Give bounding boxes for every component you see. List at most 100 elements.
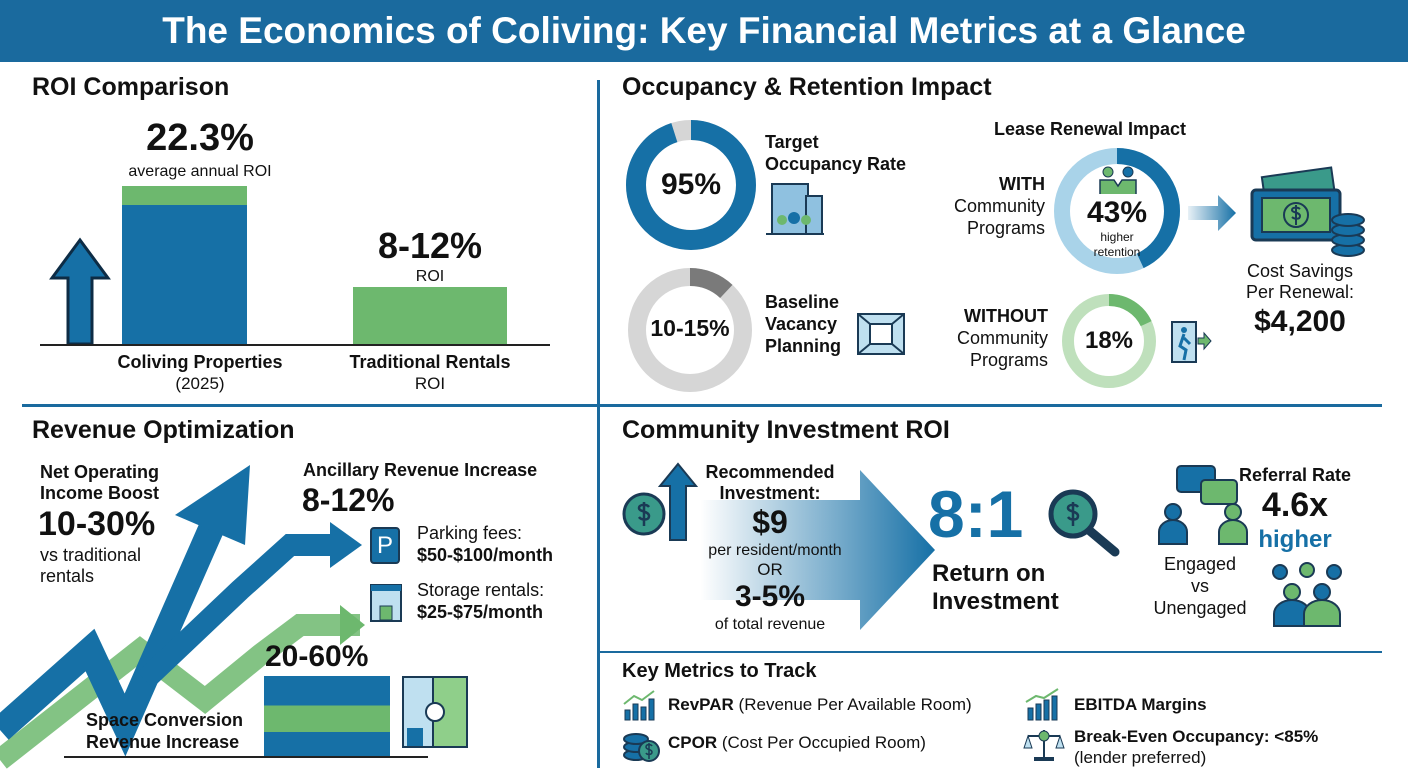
growth-arrows-graphic: [0, 465, 365, 769]
coliving-roi-value: 22.3%: [146, 117, 254, 159]
donut-value-arc: [626, 120, 756, 250]
metric-revpar-desc: (Revenue Per Available Room): [733, 695, 972, 714]
community-heading: Community Investment ROI: [622, 416, 950, 444]
group-people-icon: [1272, 562, 1342, 627]
referral-value: 4.6x: [1261, 486, 1329, 524]
investment-label1: Recommended: [705, 462, 835, 482]
without-value: 18%: [1084, 327, 1134, 354]
up-arrow-icon: [49, 237, 111, 346]
divider-left: [22, 404, 597, 407]
savings-value: $4,200: [1254, 305, 1346, 338]
investment-arrow-graphic: [700, 470, 935, 630]
investment-or: OR: [757, 560, 783, 579]
divider-vertical: [597, 80, 600, 768]
traditional-roi-sub: ROI: [415, 268, 445, 285]
engaged-people-icon: [1158, 465, 1248, 545]
coliving-label: Coliving Properties: [117, 352, 283, 372]
investment-sub: per resident/month: [708, 542, 842, 559]
coin-up-arrow-icon: [622, 462, 699, 541]
lease-renewal-heading: Lease Renewal Impact: [993, 119, 1187, 139]
empty-room-icon: [857, 313, 905, 355]
metric-breakeven-sub: (lender preferred): [1074, 748, 1207, 767]
unengaged-label: Unengaged: [1153, 598, 1247, 618]
money-stack-icon: [1250, 166, 1365, 257]
baseline-label3: Planning: [765, 336, 841, 356]
metrics-heading: Key Metrics to Track: [622, 660, 817, 682]
ratio-value: 8:1: [928, 477, 1024, 551]
engaged-label: Engaged: [1163, 554, 1237, 574]
with-sub2: retention: [1093, 245, 1141, 259]
right-arrow-icon: [1188, 195, 1236, 231]
referral-sub: higher: [1258, 526, 1332, 553]
coliving-roi-sub: average annual ROI: [128, 163, 272, 180]
metric-breakeven: Break-Even Occupancy: <85%: [1074, 727, 1319, 746]
without-community-donut: [1062, 294, 1156, 388]
without-label3: Programs: [969, 350, 1048, 370]
space-label2: Revenue Increase: [86, 732, 240, 752]
divider-right: [600, 404, 1382, 407]
divider-metrics: [600, 651, 1382, 653]
parking-icon: P: [370, 527, 400, 564]
metric-cpor-name: CPOR: [668, 733, 718, 752]
ratio-label2: Investment: [932, 588, 1059, 615]
noi-sub1: vs traditional: [40, 545, 142, 565]
investment-label2: Investment:: [719, 483, 821, 503]
exit-door-icon: [1171, 321, 1212, 363]
target-occupancy-donut: [626, 120, 756, 250]
traditional-label2: ROI: [414, 374, 446, 393]
ancillary-value: 8-12%: [302, 482, 395, 518]
metric-cpor: CPOR (Cost Per Occupied Room): [668, 733, 926, 753]
page-title: The Economics of Coliving: Key Financial…: [0, 0, 1408, 62]
investment-value: $9: [752, 504, 788, 540]
trend-chart-icon: [1025, 688, 1059, 721]
noi-value: 10-30%: [38, 505, 156, 543]
with-label3: Programs: [966, 218, 1045, 238]
traditional-label: Traditional Rentals: [349, 352, 511, 372]
savings-label1: Cost Savings: [1246, 261, 1354, 281]
metric-cpor-desc: (Cost Per Occupied Room): [717, 733, 926, 752]
investment-sub2: of total revenue: [714, 616, 826, 633]
storage-value: $25-$75/month: [417, 602, 544, 622]
bar-chart-icon: [623, 690, 655, 721]
occupancy-heading: Occupancy & Retention Impact: [622, 73, 992, 101]
savings-label2: Per Renewal:: [1245, 282, 1355, 302]
magnifier-dollar-icon: [1048, 489, 1120, 557]
metric-ebitda: EBITDA Margins: [1074, 695, 1207, 714]
building-people-icon: [766, 183, 824, 235]
without-label1: WITHOUT: [964, 306, 1048, 326]
floor-plan-icon: [402, 676, 468, 748]
coliving-roi-bar: [122, 186, 247, 344]
revenue-heading: Revenue Optimization: [32, 416, 295, 444]
baseline-vacancy-value: 10-15%: [650, 315, 730, 341]
vs-label: vs: [1191, 576, 1209, 596]
donut-value-arc: [1062, 294, 1156, 388]
parking-label: Parking fees:: [417, 523, 523, 543]
baseline-label1: Baseline: [765, 292, 840, 312]
noi-label2: Income Boost: [40, 483, 160, 503]
with-community-donut: [1054, 148, 1180, 274]
coin-stack-icon: [623, 733, 660, 762]
handshake-icon: [1099, 166, 1137, 194]
traditional-roi-value: 8-12%: [377, 225, 483, 266]
donut-value-arc: [1054, 148, 1180, 274]
ancillary-label: Ancillary Revenue Increase: [303, 460, 538, 480]
baseline-vacancy-donut: [628, 268, 752, 392]
noi-label1: Net Operating: [40, 462, 160, 482]
space-baseline: [64, 756, 428, 758]
storage-unit-icon: [370, 584, 402, 622]
target-occupancy-value: 95%: [660, 168, 722, 201]
space-bar: [264, 676, 390, 756]
roi-heading: ROI Comparison: [32, 73, 230, 101]
target-label2: Occupancy Rate: [765, 154, 907, 174]
coliving-year: (2025): [175, 374, 225, 393]
scale-icon: [1023, 730, 1065, 761]
noi-sub2: rentals: [40, 566, 95, 586]
metric-revpar: RevPAR (Revenue Per Available Room): [668, 695, 972, 715]
baseline-label2: Vacancy: [765, 314, 838, 334]
ratio-label1: Return on: [932, 560, 1046, 587]
referral-label: Referral Rate: [1238, 465, 1352, 485]
with-label2: Community: [953, 196, 1045, 216]
with-label1: WITH: [999, 174, 1045, 194]
space-label1: Space Conversion: [86, 710, 244, 730]
without-label2: Community: [956, 328, 1048, 348]
